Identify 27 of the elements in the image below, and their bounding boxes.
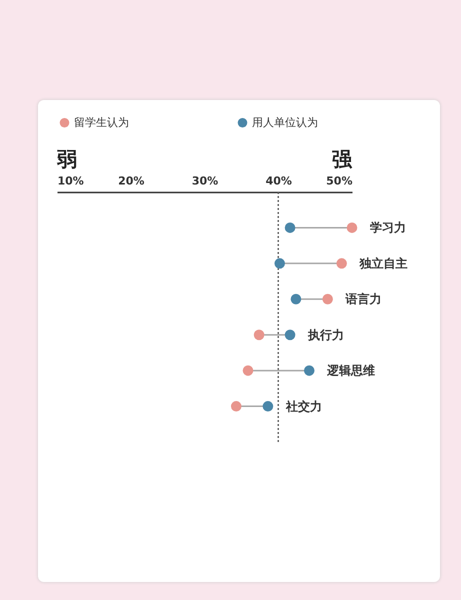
legend-label: 留学生认为 — [74, 116, 129, 129]
y-tick-label: 社交力 — [284, 399, 322, 414]
x-tick-label: 40% — [266, 174, 292, 188]
x-tick-label: 50% — [326, 174, 352, 188]
point — [322, 294, 333, 304]
y-tick-label: 独立自主 — [358, 256, 408, 270]
text: 强 — [332, 147, 353, 171]
text: 弱 — [56, 147, 77, 171]
y-tick-label: 语言力 — [344, 292, 382, 306]
y-tick-label: 逻辑思维 — [326, 364, 376, 378]
point — [254, 330, 264, 340]
point — [284, 330, 296, 340]
x-tick-label: 30% — [192, 174, 218, 188]
point — [304, 365, 314, 376]
point — [336, 258, 347, 269]
point — [290, 294, 302, 304]
x-tick-label: 10% — [58, 174, 84, 188]
x-tick-label: 20% — [118, 174, 144, 188]
y-tick-label: 执行力 — [307, 328, 344, 342]
point — [274, 258, 285, 269]
y-tick-label: 学习力 — [370, 220, 406, 235]
legend-label: 用人单位认为 — [252, 116, 318, 129]
point — [262, 401, 274, 412]
point — [284, 222, 296, 233]
point — [230, 401, 242, 412]
point — [346, 222, 358, 233]
point — [242, 365, 254, 376]
